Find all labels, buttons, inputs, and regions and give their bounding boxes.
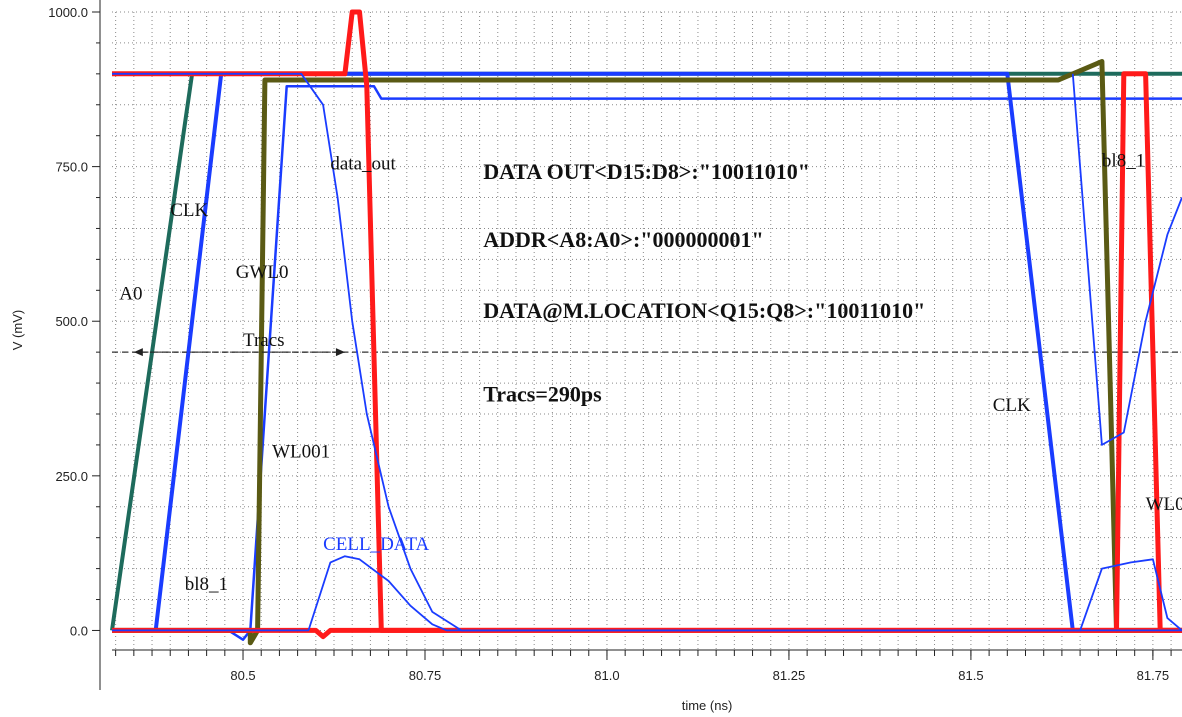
tracs-arrow-head-left [133, 348, 143, 357]
series-line-gwl0 [112, 59, 1182, 646]
series-line-wl001 [112, 9, 1182, 633]
y-tick-label: 750.0 [55, 160, 88, 175]
signal-label-wl001: WL001 [272, 441, 330, 462]
signal-label-a0: A0 [119, 284, 142, 305]
signal-label-data_out: data_out [330, 154, 396, 175]
signal-label-tracs: Tracs [243, 330, 285, 351]
series-line-bl8_1 [1071, 73, 1182, 446]
axes: 0.0 250.0 500.0 750.0 1000.0 80.5 80.75 81.0 81.… [10, 0, 1182, 713]
y-tick-label: 1000.0 [48, 5, 88, 20]
labels-layer: A0 CLK GWL0 data_out WL001 CELL_DATA bl8_1 bl8_… [119, 151, 1182, 596]
x-tick-label: 80.75 [409, 668, 442, 683]
x-tick-label: 80.5 [230, 668, 255, 683]
y-axis-label: V (mV) [10, 310, 25, 350]
signal-label-bl8_1: bl8_1 [185, 574, 228, 595]
y-tick-label: 500.0 [55, 314, 88, 329]
signal-label-clk: CLK [993, 395, 1031, 416]
signal-label-clk: CLK [170, 200, 208, 221]
annotation-text: DATA OUT<D15:D8>:"10011010" [483, 159, 810, 184]
series-layer [110, 9, 1182, 646]
tracs-arrow-head-right [335, 348, 345, 357]
series-line-cell_data [112, 555, 1182, 632]
y-tick-label: 0.0 [70, 623, 88, 638]
x-tick-label: 81.75 [1137, 668, 1170, 683]
annotation-text: Tracs=290ps [483, 382, 602, 407]
signal-label-bl8_1: bl8_1 [1102, 151, 1145, 172]
x-axis-label: time (ns) [682, 698, 733, 713]
x-tick-label: 81.0 [594, 668, 619, 683]
signal-label-cell_data: CELL_DATA [323, 534, 429, 555]
series-line-data_out [112, 72, 1182, 632]
annotation-text: DATA@M.LOCATION<Q15:Q8>:"10011010" [483, 298, 925, 323]
signal-label-wl0: WL0 [1146, 494, 1182, 515]
x-tick-label: 81.25 [773, 668, 806, 683]
y-tick-label: 250.0 [55, 469, 88, 484]
x-tick-label: 81.5 [958, 668, 983, 683]
annotation-text: ADDR<A8:A0>:"000000001" [483, 227, 763, 252]
signal-label-gwl0: GWL0 [236, 262, 289, 283]
